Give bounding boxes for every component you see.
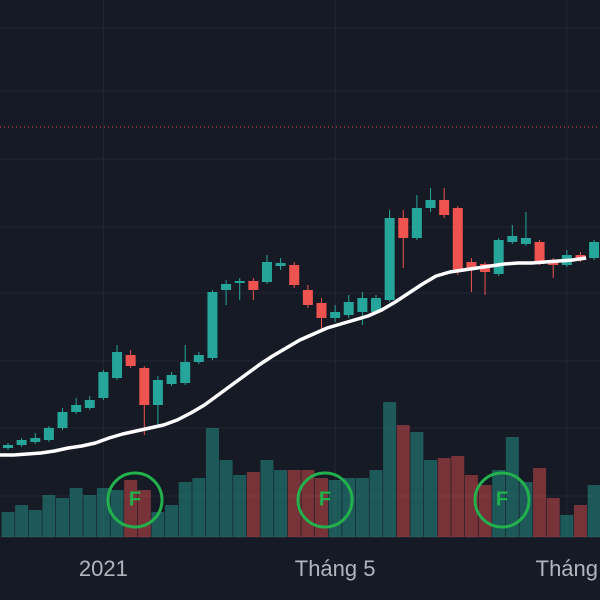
volume-bar (424, 460, 438, 537)
volume-bar (314, 478, 328, 537)
x-tick-label: Tháng (536, 556, 598, 581)
volume-bar (233, 475, 247, 537)
candle-body (71, 405, 82, 412)
event-marker-label: F (319, 488, 331, 510)
candle-body (275, 263, 286, 266)
volume-bar (533, 468, 547, 537)
candle-body (248, 281, 259, 290)
candle-body (398, 218, 409, 238)
volume-bar (560, 515, 574, 537)
volume-bar (383, 402, 397, 537)
candle-body (507, 236, 518, 242)
candle-body (98, 372, 109, 398)
candle-body (152, 380, 163, 405)
volume-bar (192, 478, 206, 537)
candle-body (357, 298, 368, 312)
candle-body (425, 200, 436, 208)
candle-body (589, 242, 600, 258)
candle-body (125, 355, 136, 366)
volume-bar (464, 475, 478, 537)
volume-bar (355, 478, 369, 537)
volume-bar (178, 482, 192, 537)
moving-average-line (0, 256, 587, 457)
volume-bar (260, 460, 274, 537)
candle-body (371, 298, 382, 312)
volume-bar (287, 470, 301, 537)
volume-bar (56, 498, 70, 537)
volume-bar (1, 512, 15, 537)
volume-bar (274, 470, 288, 537)
volume-bar (451, 456, 465, 537)
candle-body (411, 208, 422, 238)
candle-body (57, 412, 68, 428)
volume-bar (492, 470, 506, 537)
volume-bar (28, 510, 42, 537)
volume-bar (165, 505, 179, 537)
candle-body (221, 284, 232, 290)
candle-body (16, 440, 27, 445)
volume-bar (437, 458, 451, 537)
volume-bar (546, 498, 560, 537)
candle-body (30, 438, 41, 442)
event-marker (106, 471, 164, 529)
volume-bar (246, 472, 260, 537)
candle-body (207, 292, 218, 358)
candle-body (384, 218, 395, 300)
candle-body (493, 240, 504, 274)
candle-body (3, 445, 13, 448)
event-marker (296, 471, 354, 529)
x-tick-label: 2021 (79, 556, 128, 581)
candle-body (84, 400, 95, 408)
candle-body (166, 375, 177, 384)
candle-body (234, 281, 245, 283)
event-marker-label: F (129, 488, 141, 510)
volume-bar (505, 437, 519, 537)
volume-bar (396, 425, 410, 537)
candle-body (330, 312, 341, 318)
volume-bar (124, 480, 138, 537)
event-marker (473, 471, 531, 529)
volume-bar (587, 485, 600, 537)
candle-body (289, 265, 300, 285)
candle-body (466, 262, 477, 268)
volume-bar (15, 505, 29, 537)
grid (0, 27, 600, 497)
volume-bar (219, 460, 233, 537)
candle-body (439, 200, 450, 215)
candle-body (112, 352, 123, 378)
candle-body (343, 302, 354, 315)
candle-body (548, 262, 559, 265)
volume-bar (83, 495, 97, 537)
volume-bar (478, 485, 492, 537)
volume-bar (42, 495, 56, 537)
x-tick-label: Tháng 5 (295, 556, 376, 581)
candle-body (193, 355, 204, 362)
volume-bar (301, 470, 315, 537)
candle-body (261, 262, 272, 282)
candle-body (139, 368, 150, 405)
volume-bar (369, 470, 383, 537)
candle-body (452, 208, 463, 272)
candle-body (534, 242, 545, 262)
volume-bar (205, 428, 219, 537)
volume-bar (110, 490, 124, 537)
volume-bar (410, 432, 424, 537)
volume-bar (69, 488, 83, 537)
event-marker-label: F (496, 488, 508, 510)
candle-body (180, 362, 191, 383)
volume-bar (573, 505, 587, 537)
candle-body (302, 290, 313, 305)
candle-body (43, 428, 54, 440)
candle-body (316, 303, 327, 318)
candle-body (520, 238, 531, 244)
